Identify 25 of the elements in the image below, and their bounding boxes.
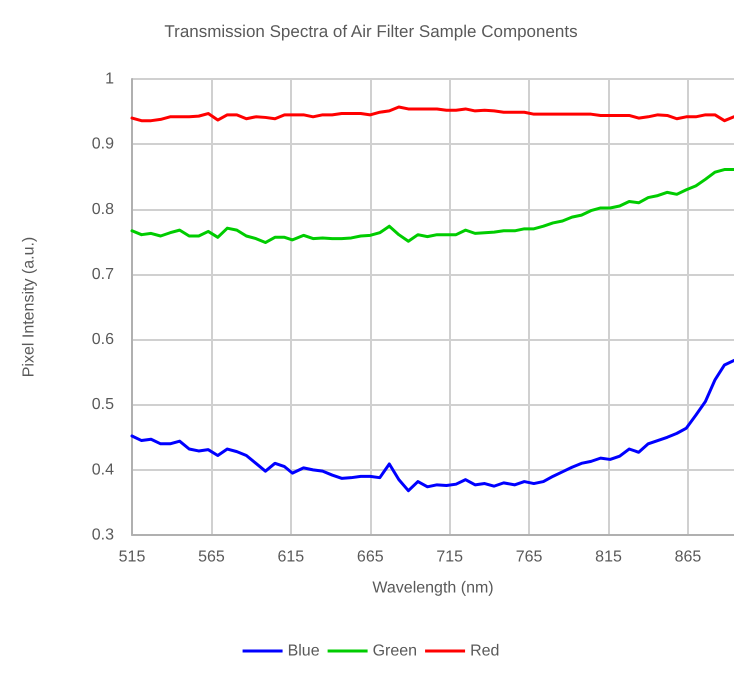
line-series (130, 106, 734, 122)
x-axis-title: Wavelength (nm) (372, 580, 494, 596)
x-tick-label: 515 (118, 548, 146, 566)
y-tick-label: 0.5 (92, 396, 114, 414)
y-tick-label: 0.3 (92, 526, 114, 544)
y-tick-label: 0.6 (92, 331, 114, 348)
x-tick-label: 765 (516, 548, 543, 566)
x-tick-label: 615 (277, 548, 304, 566)
chart-title: Transmission Spectra of Air Filter Sample Components (164, 22, 578, 41)
y-tick-label: 0.4 (92, 461, 114, 478)
y-axis-title: Pixel Intensity (a.u.) (20, 236, 38, 378)
legend-label: Red (470, 642, 500, 660)
legend-label: Blue (288, 642, 320, 660)
line-series (130, 168, 734, 244)
y-tick-label: 1 (105, 70, 114, 88)
x-tick-label: 865 (674, 548, 702, 566)
x-tick-label: 715 (436, 548, 464, 566)
y-tick-label: 0.7 (92, 266, 114, 283)
y-tick-label: 0.8 (92, 200, 114, 218)
x-tick-label: 815 (595, 548, 622, 566)
x-tick-label: 565 (198, 548, 225, 566)
x-tick-label: 665 (356, 548, 384, 566)
legend-label: Green (372, 642, 418, 660)
y-tick-label: 0.9 (92, 136, 114, 153)
line-series (130, 358, 734, 492)
